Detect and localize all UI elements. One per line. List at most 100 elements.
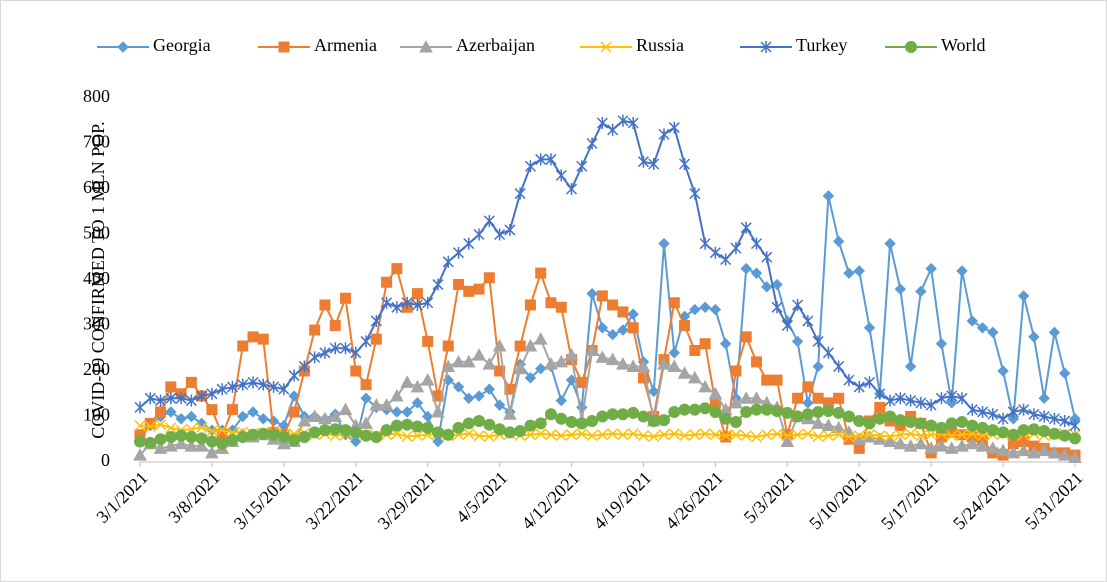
point-marker bbox=[607, 428, 619, 440]
point-marker bbox=[915, 396, 927, 409]
point-marker bbox=[812, 392, 824, 404]
point-marker bbox=[185, 410, 198, 423]
point-marker bbox=[1058, 429, 1071, 442]
point-marker bbox=[144, 436, 157, 449]
point-marker bbox=[667, 359, 682, 372]
point-marker bbox=[586, 137, 598, 150]
point-marker bbox=[1007, 413, 1020, 425]
point-marker bbox=[247, 376, 259, 389]
point-marker bbox=[247, 331, 259, 343]
point-marker bbox=[884, 237, 896, 250]
point-marker bbox=[709, 246, 721, 259]
point-marker bbox=[729, 415, 742, 428]
point-marker bbox=[360, 379, 372, 391]
point-marker bbox=[339, 292, 351, 304]
y-tick-label: 600 bbox=[83, 177, 110, 197]
series-line bbox=[139, 423, 1076, 438]
point-marker bbox=[802, 397, 814, 409]
point-marker bbox=[514, 340, 526, 352]
point-marker bbox=[822, 430, 834, 442]
point-marker bbox=[350, 365, 362, 377]
point-marker bbox=[1059, 367, 1071, 379]
point-marker bbox=[205, 435, 218, 448]
point-marker bbox=[750, 356, 762, 368]
point-marker bbox=[874, 387, 886, 400]
point-marker bbox=[350, 435, 362, 448]
point-marker bbox=[278, 383, 290, 396]
point-marker bbox=[586, 430, 598, 442]
point-marker bbox=[247, 428, 260, 441]
point-marker bbox=[277, 430, 290, 443]
point-marker bbox=[463, 237, 475, 250]
point-marker bbox=[658, 237, 670, 250]
point-marker bbox=[174, 436, 188, 450]
point-marker bbox=[411, 430, 423, 442]
point-marker bbox=[144, 420, 156, 433]
point-marker bbox=[463, 285, 475, 297]
point-marker bbox=[997, 412, 1009, 425]
point-marker bbox=[288, 369, 300, 382]
point-marker bbox=[740, 405, 753, 418]
point-marker bbox=[381, 276, 393, 288]
point-marker bbox=[914, 436, 928, 450]
point-marker bbox=[749, 391, 764, 404]
point-marker bbox=[288, 390, 300, 402]
point-marker bbox=[493, 423, 506, 436]
point-marker bbox=[678, 403, 691, 416]
legend-label: Georgia bbox=[153, 35, 211, 55]
point-marker bbox=[843, 431, 855, 443]
point-marker bbox=[689, 303, 701, 316]
point-marker bbox=[801, 408, 814, 421]
point-marker bbox=[360, 392, 372, 405]
point-marker bbox=[771, 428, 783, 440]
point-marker bbox=[657, 357, 671, 370]
point-marker bbox=[1047, 445, 1062, 459]
point-marker bbox=[935, 392, 947, 405]
point-marker bbox=[802, 428, 814, 440]
legend: Georgia Armenia Azerbaijan Russia Turkey Worl… bbox=[97, 35, 986, 55]
point-marker bbox=[463, 428, 475, 440]
point-marker bbox=[1057, 448, 1072, 461]
point-marker bbox=[431, 404, 445, 418]
point-marker bbox=[195, 432, 208, 445]
point-marker bbox=[1017, 424, 1030, 437]
point-marker bbox=[483, 383, 496, 395]
point-marker bbox=[473, 430, 485, 442]
point-marker bbox=[761, 251, 773, 264]
point-marker bbox=[925, 399, 937, 412]
point-marker bbox=[165, 381, 177, 393]
point-marker bbox=[627, 308, 639, 320]
point-marker bbox=[452, 246, 465, 259]
point-marker bbox=[524, 372, 537, 384]
point-marker bbox=[338, 402, 353, 416]
point-marker bbox=[452, 421, 465, 434]
point-marker bbox=[391, 263, 403, 275]
point-marker bbox=[1068, 450, 1082, 463]
point-marker bbox=[226, 380, 239, 393]
point-marker bbox=[904, 415, 917, 428]
point-marker bbox=[966, 403, 978, 416]
point-marker bbox=[1069, 432, 1081, 445]
y-tick-label: 800 bbox=[83, 86, 110, 106]
point-marker bbox=[165, 422, 177, 434]
point-marker bbox=[822, 405, 835, 418]
point-marker bbox=[205, 445, 219, 459]
point-marker bbox=[1027, 423, 1040, 436]
point-marker bbox=[144, 392, 156, 405]
point-marker bbox=[155, 406, 167, 418]
point-marker bbox=[379, 398, 394, 411]
point-marker bbox=[544, 357, 558, 370]
point-marker bbox=[739, 391, 754, 404]
point-marker bbox=[802, 314, 814, 327]
point-marker bbox=[976, 405, 989, 418]
point-marker bbox=[915, 285, 927, 298]
point-marker bbox=[668, 121, 680, 134]
point-marker bbox=[842, 410, 855, 423]
point-marker bbox=[997, 426, 1010, 439]
point-marker bbox=[566, 429, 578, 441]
legend-label: Armenia bbox=[314, 35, 377, 55]
point-marker bbox=[391, 301, 403, 314]
point-marker bbox=[812, 405, 825, 418]
point-marker bbox=[534, 417, 547, 430]
legend-marker bbox=[905, 41, 917, 53]
